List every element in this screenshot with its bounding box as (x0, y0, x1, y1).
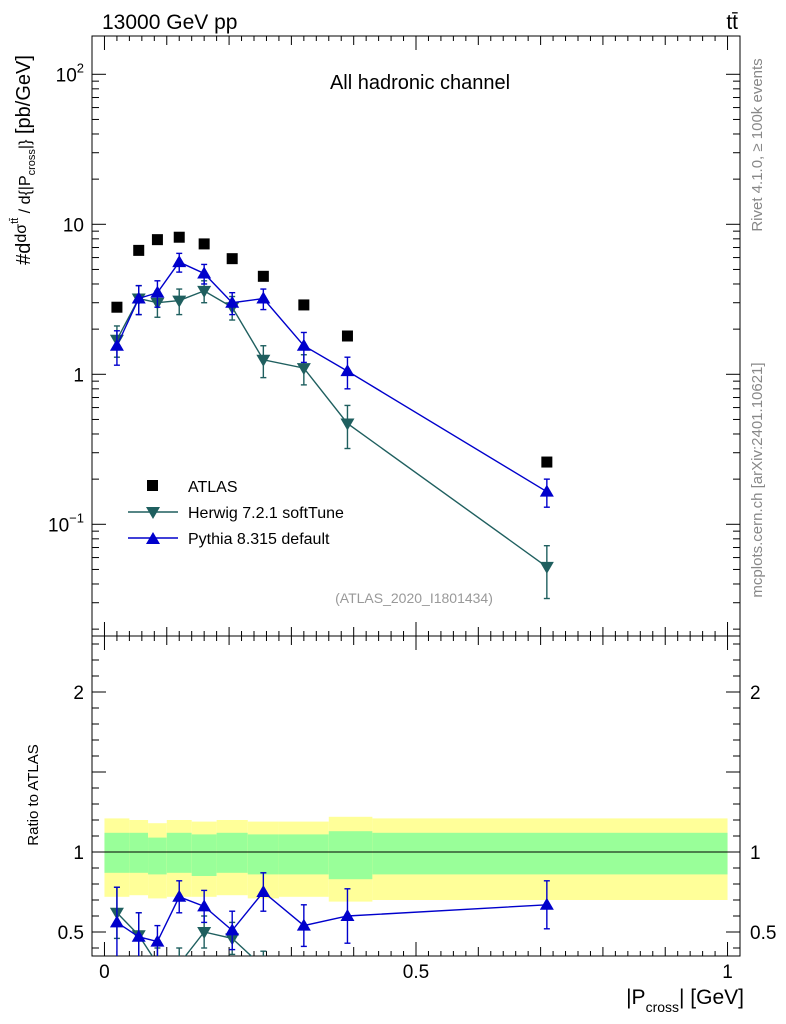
pythia-ratio-point (539, 897, 554, 910)
ratio-y-tick-label-right: 2 (750, 683, 761, 704)
ratio-y-tick-label-right: 1 (750, 843, 761, 864)
band-inner-bin (372, 832, 728, 875)
ratio-y-axis-label: Ratio to ATLAS (25, 744, 42, 845)
band-inner-bin (247, 834, 279, 875)
atlas-point (133, 244, 145, 256)
herwig-ratio-point (172, 959, 186, 971)
mcplots-label: mcplots.cern.ch [arXiv:2401.10621] (749, 362, 766, 597)
pythia-point (296, 338, 311, 351)
pythia-ratio-point (150, 934, 165, 947)
pythia-point (150, 285, 165, 298)
legend-pythia-marker (146, 532, 160, 544)
atlas-point (226, 253, 238, 265)
herwig-point (296, 363, 311, 376)
band-inner-bin (328, 831, 373, 880)
y-tick-label: 10−1 (48, 510, 84, 536)
ratio-y-tick-label-right: 0.5 (750, 923, 776, 944)
pythia-ratio-point (225, 923, 240, 936)
atlas-point (111, 301, 123, 313)
pythia-point (539, 484, 554, 497)
band-inner-bin (148, 837, 167, 875)
band-inner-bin (129, 832, 149, 873)
pythia-ratio-point (172, 889, 187, 902)
svg-text:#ddσtt̄ / d{|Pcross|} [pb/GeV]: #ddσtt̄ / d{|Pcross|} [pb/GeV] (9, 55, 38, 265)
y-tick-label: 10 (63, 215, 84, 236)
pythia-point (131, 291, 146, 304)
pythia-ratio-point (109, 915, 124, 928)
herwig-point (172, 295, 187, 308)
x-tick-label: 0.5 (403, 962, 429, 983)
herwig-point (197, 285, 212, 298)
main-y-axis-label: #ddσtt̄ / d{|Pcross|} [pb/GeV] (9, 55, 38, 265)
analysis-tag: (ATLAS_2020_I1801434) (335, 590, 493, 606)
herwig-ratio-point (256, 962, 270, 974)
atlas-point (173, 231, 185, 243)
ratio-uncertainty-bands (92, 816, 740, 902)
legend: ATLAS Herwig 7.2.1 softTune Pythia 8.315… (128, 479, 344, 548)
herwig-ratio-point (150, 959, 164, 971)
pythia-ratio-point (296, 918, 311, 931)
legend-atlas-marker (147, 480, 158, 491)
band-inner-bin (278, 834, 329, 875)
herwig-point (256, 354, 271, 367)
pythia-point (225, 295, 240, 308)
pythia-ratio-point (256, 885, 271, 897)
process-label: tt̄ (726, 11, 738, 34)
data-marks (109, 231, 554, 974)
svg-text:|Pcross| [GeV]: |Pcross| [GeV] (626, 986, 744, 1015)
legend-pythia-label: Pythia 8.315 default (188, 531, 330, 548)
ratio-plot-frame (91, 635, 741, 957)
herwig-point (340, 418, 355, 431)
x-tick-label: 1 (722, 962, 733, 983)
pythia-ratio-point (131, 929, 146, 942)
plot-title: All hadronic channel (330, 72, 510, 94)
pythia-point (109, 338, 124, 351)
pythia-point (340, 364, 355, 377)
atlas-point (198, 238, 210, 250)
legend-herwig-marker (146, 507, 160, 519)
pythia-point (256, 291, 271, 304)
band-inner-bin (166, 832, 192, 873)
band-inner-bin (104, 832, 130, 873)
x-tick-label: 0 (99, 962, 110, 983)
herwig-line (116, 290, 548, 568)
ratio-series-group (109, 872, 554, 974)
ratio-y-tick-label: 1 (73, 843, 84, 864)
legend-atlas-label: ATLAS (188, 479, 238, 496)
atlas-point (151, 234, 163, 246)
y-tick-label: 102 (56, 60, 84, 86)
band-inner-bin (191, 834, 217, 876)
pythia-ratio-point (197, 899, 212, 912)
pythia-ratio-point (340, 909, 355, 921)
energy-label: 13000 GeV pp (102, 11, 237, 34)
y-tick-label: 1 (73, 365, 84, 386)
band-inner-bin (216, 832, 248, 873)
atlas-point (257, 270, 269, 282)
pythia-line (116, 261, 548, 493)
herwig-ratio-point (197, 927, 212, 939)
pythia-point (197, 266, 212, 279)
axis-ticks: 0 0.5 1 10−1 1 10 102 0.5 0.5 1 1 2 2 (48, 36, 776, 983)
herwig-point (539, 561, 554, 574)
x-axis-label: |Pcross| [GeV] (626, 986, 744, 1015)
ratio-y-tick-label: 2 (73, 683, 84, 704)
pythia-point (172, 255, 187, 268)
ratio-y-tick-label: 0.5 (58, 923, 84, 944)
rivet-version-label: Rivet 4.1.0, ≥ 100k events (749, 58, 766, 231)
legend-herwig-label: Herwig 7.2.1 softTune (188, 505, 344, 522)
atlas-point (341, 330, 353, 342)
atlas-point (541, 456, 553, 468)
atlas-point (298, 299, 310, 311)
pythia-ratio-line (116, 891, 547, 943)
